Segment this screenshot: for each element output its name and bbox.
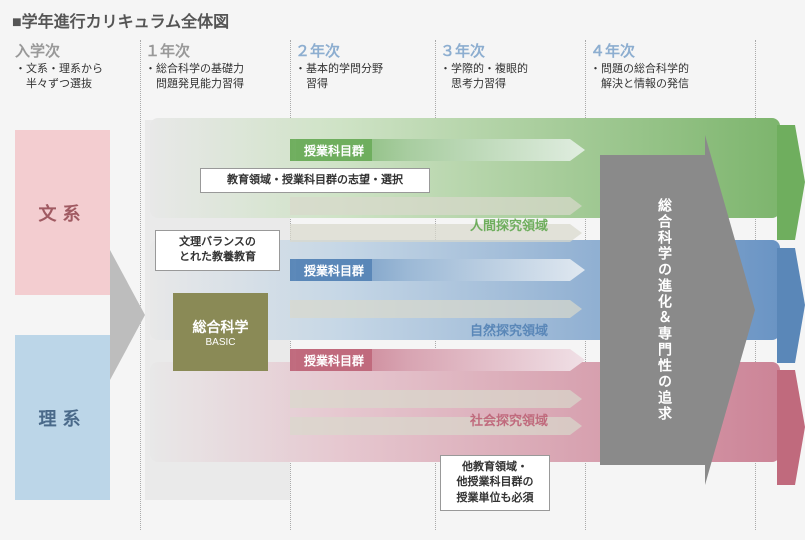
diagram-title: ■学年進行カリキュラム全体図 <box>12 8 229 32</box>
domain-nature: 自然探究領域 <box>470 320 548 339</box>
entry-science: 理系 <box>15 335 110 500</box>
end-bar-green <box>777 125 805 240</box>
entry-humanities: 文系 <box>15 130 110 295</box>
domain-human: 人間探究領域 <box>470 215 548 234</box>
track-label-green: 授業科目群 <box>296 139 372 161</box>
y4-box: 総合科学の進化＆専門性の追求 <box>640 160 690 460</box>
basic-line1: 総合科学 <box>193 317 249 337</box>
sub-arrow <box>290 388 600 410</box>
sub-arrow <box>290 195 600 217</box>
choice-note: 教育領域・授業科目群の志望・選択 <box>200 168 430 193</box>
domain-society: 社会探究領域 <box>470 410 548 429</box>
col-entry-desc: ・文系・理系から 半々ずつ選抜 <box>15 62 103 93</box>
track-label-pink: 授業科目群 <box>296 349 372 371</box>
col-y3-desc: ・学際的・複眼的 思考力習得 <box>440 62 528 93</box>
sub-arrow <box>290 222 600 244</box>
end-bar-pink <box>777 370 805 485</box>
track-label-blue: 授業科目群 <box>296 259 372 281</box>
col-y4-desc: ・問題の総合科学的 解決と情報の発信 <box>590 62 689 93</box>
y4-text: 総合科学の進化＆専門性の追求 <box>655 198 675 422</box>
entry-science-label: 理系 <box>39 405 87 431</box>
basic-line2: BASIC <box>205 337 235 348</box>
col-y2-label: ２年次 <box>295 40 340 61</box>
col-y1-desc: ・総合科学の基礎力 問題発見能力習得 <box>145 62 244 93</box>
end-bar-blue <box>777 248 805 363</box>
entry-arrow-icon <box>110 250 145 380</box>
sub-arrow <box>290 415 600 437</box>
col-y3-label: ３年次 <box>440 40 485 61</box>
col-y1-label: １年次 <box>145 40 190 61</box>
sub-arrow <box>290 298 600 320</box>
entry-humanities-label: 文系 <box>39 200 87 226</box>
col-y4-label: ４年次 <box>590 40 635 61</box>
other-units-note: 他教育領域・ 他授業科目群の 授業単位も必須 <box>440 455 550 511</box>
col-y2-desc: ・基本的学問分野 習得 <box>295 62 383 93</box>
col-entry-label: 入学次 <box>15 40 60 61</box>
liberal-arts-box: 文理バランスの とれた教養教育 <box>155 230 280 271</box>
basic-box: 総合科学 BASIC <box>173 293 268 371</box>
